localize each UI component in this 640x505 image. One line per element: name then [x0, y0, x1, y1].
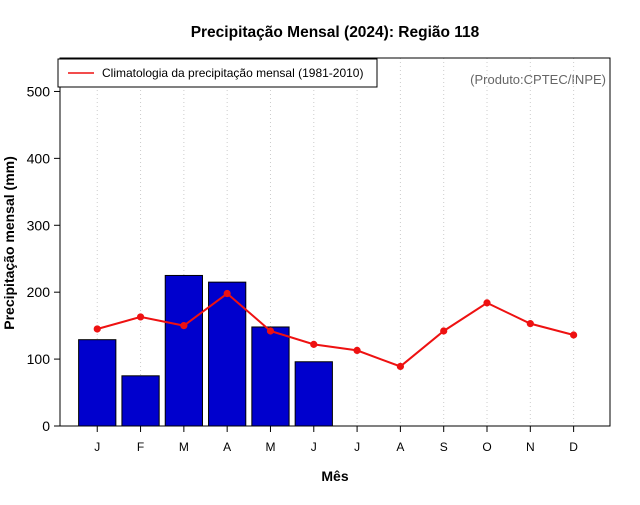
grid	[96, 58, 575, 426]
x-tick-label: S	[440, 440, 448, 454]
y-tick-label: 200	[27, 284, 51, 300]
x-tick-label: J	[311, 440, 317, 454]
climatology-point	[440, 327, 448, 335]
legend-label: Climatologia da precipitação mensal (198…	[102, 66, 363, 80]
bar	[164, 274, 203, 427]
climatology-point	[93, 325, 101, 333]
x-tick-label: N	[526, 440, 535, 454]
bar	[294, 361, 333, 427]
x-tick-label: J	[94, 440, 100, 454]
bar	[121, 375, 160, 427]
x-tick-label: J	[354, 440, 360, 454]
plot-frame	[59, 57, 611, 427]
x-tick-label: A	[396, 440, 404, 454]
bar	[251, 326, 290, 427]
y-tick-label: 100	[27, 351, 51, 367]
chart-title: Precipitação Mensal (2024): Região 118	[191, 24, 480, 41]
climatology-point	[483, 299, 491, 307]
climatology-line	[93, 289, 578, 371]
climatology-series-line	[96, 292, 574, 368]
legend-box	[57, 58, 378, 88]
climatology-point	[223, 289, 231, 298]
y-axis-label: Precipitação mensal (mm)	[1, 156, 17, 330]
y-tick-label: 500	[27, 83, 51, 99]
climatology-point	[180, 322, 188, 330]
x-tick-label: D	[569, 440, 578, 454]
bar	[78, 339, 117, 427]
y-tick-label: 0	[42, 418, 50, 434]
x-tick-label: M	[179, 440, 189, 454]
climatology-point	[266, 327, 275, 335]
climatology-point	[396, 362, 404, 371]
legend: Climatologia da precipitação mensal (198…	[57, 58, 378, 88]
x-tick-label: M	[265, 440, 275, 454]
y-tick-label: 300	[27, 217, 51, 233]
climatology-point	[310, 340, 318, 348]
x-tick-label: F	[137, 440, 144, 454]
climatology-point	[570, 331, 578, 339]
x-tick-label: O	[482, 440, 491, 454]
bar	[208, 281, 247, 427]
x-tick-label: A	[223, 440, 231, 454]
axes: 0 100 200 300 400 500 J F M A M J J A S O N D	[27, 57, 611, 454]
climatology-point	[526, 320, 534, 328]
y-tick-label: 400	[27, 150, 51, 166]
x-axis-label: Mês	[321, 468, 348, 484]
bars	[78, 274, 333, 427]
credit-text: (Produto:CPTEC/INPE)	[470, 72, 606, 87]
climatology-point	[136, 313, 145, 321]
climatology-point	[353, 346, 361, 354]
